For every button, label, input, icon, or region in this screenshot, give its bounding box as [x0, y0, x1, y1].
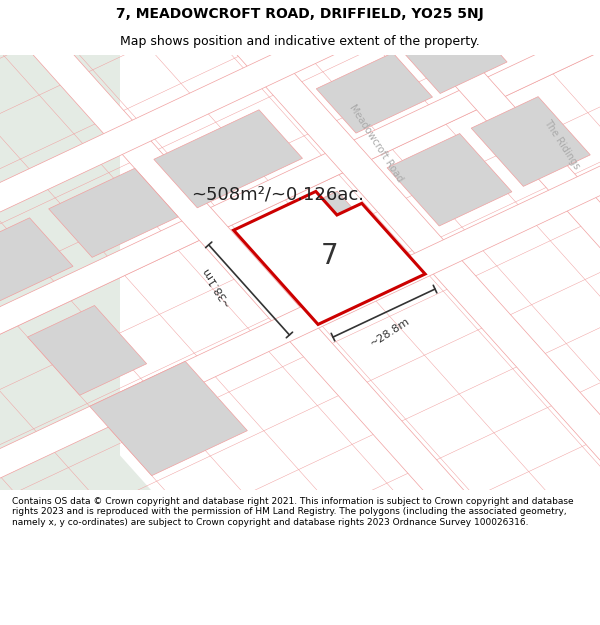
Polygon shape — [0, 38, 600, 508]
Text: 7, MEADOWCROFT ROAD, DRIFFIELD, YO25 5NJ: 7, MEADOWCROFT ROAD, DRIFFIELD, YO25 5NJ — [116, 7, 484, 21]
Polygon shape — [28, 306, 146, 395]
Text: Contains OS data © Crown copyright and database right 2021. This information is : Contains OS data © Crown copyright and d… — [12, 497, 574, 526]
Polygon shape — [316, 52, 433, 133]
Polygon shape — [0, 0, 548, 598]
Polygon shape — [49, 168, 178, 258]
Polygon shape — [243, 208, 347, 292]
Polygon shape — [0, 55, 120, 490]
Polygon shape — [400, 18, 507, 94]
Polygon shape — [0, 0, 600, 321]
Polygon shape — [42, 0, 600, 531]
Polygon shape — [247, 191, 389, 292]
Polygon shape — [154, 110, 302, 208]
Polygon shape — [471, 97, 590, 186]
Text: ~38.1m: ~38.1m — [200, 264, 232, 307]
Text: ~28.8m: ~28.8m — [368, 316, 412, 349]
Text: Meadowcroft Road: Meadowcroft Road — [347, 102, 405, 184]
Polygon shape — [0, 218, 73, 302]
Polygon shape — [0, 0, 600, 407]
Polygon shape — [233, 191, 425, 324]
Text: ~508m²/~0.126ac.: ~508m²/~0.126ac. — [191, 186, 364, 204]
Text: The Ridings: The Ridings — [542, 118, 582, 171]
Text: Map shows position and indicative extent of the property.: Map shows position and indicative extent… — [120, 35, 480, 48]
Polygon shape — [176, 0, 600, 468]
Polygon shape — [0, 0, 391, 625]
Polygon shape — [89, 361, 247, 476]
Polygon shape — [387, 134, 512, 226]
Text: 7: 7 — [321, 242, 339, 270]
